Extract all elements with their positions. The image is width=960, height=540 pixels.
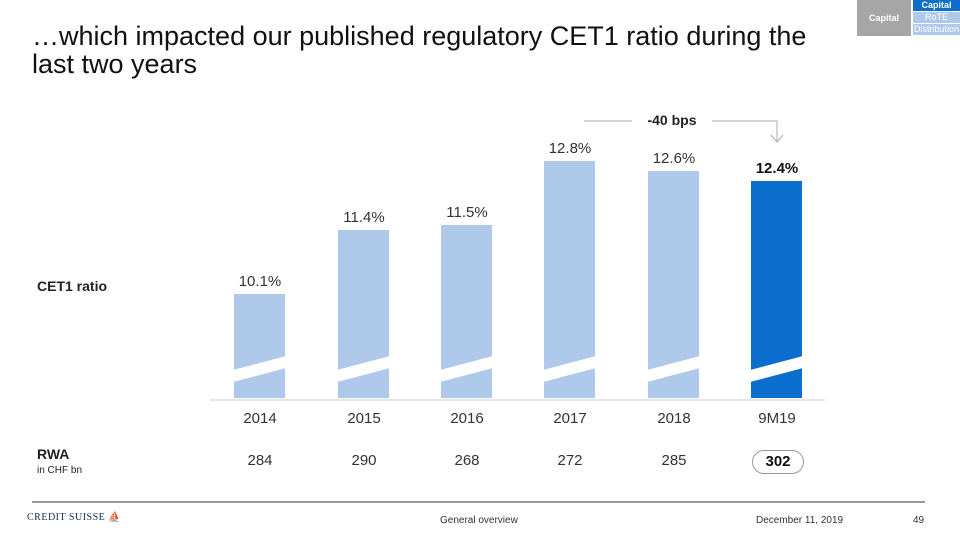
rwa-value: 290 [351, 452, 377, 469]
value-label: 10.1% [238, 273, 282, 291]
rwa-value: 302 [752, 450, 804, 474]
value-label: 12.8% [548, 140, 592, 157]
annotation-label: -40 bps [647, 112, 697, 128]
axis-break [233, 356, 286, 382]
year-label: 2015 [347, 410, 381, 427]
rwa-value: 272 [557, 452, 583, 469]
axis-break [337, 356, 390, 382]
rwa-value: 268 [454, 452, 480, 469]
value-label: 11.4% [343, 209, 385, 227]
value-label: 11.5% [446, 204, 488, 222]
year-label: 2016 [450, 410, 484, 427]
year-label: 2018 [657, 410, 691, 427]
bar-2014 [234, 294, 285, 398]
axis-break [750, 356, 803, 382]
nav-item-rote[interactable]: RoTE [913, 12, 960, 23]
year-label: 2014 [243, 410, 277, 427]
nav-item-capital[interactable]: Capital [913, 0, 960, 11]
nav-item-distribution[interactable]: Distribution [913, 24, 960, 35]
footer-section: General overview [440, 515, 518, 526]
footer-date: December 11, 2019 [756, 515, 844, 526]
cet1-label: CET1 ratio [37, 278, 108, 294]
annotation-line-right [712, 120, 778, 141]
arrow-down-icon [770, 134, 784, 143]
value-label: 12.4% [755, 159, 799, 177]
axis-break [647, 356, 700, 382]
sails-icon: ⛵ [105, 512, 122, 523]
page-number: 49 [913, 515, 925, 526]
value-label: 12.6% [652, 149, 696, 167]
bar-2017 [544, 161, 595, 398]
rwa-value: 285 [661, 452, 687, 469]
rwa-label: RWA [37, 446, 70, 462]
axis-break [543, 356, 596, 382]
credit-suisse-logo: CREDIT SUISSE ⛵ [27, 512, 122, 523]
year-label: 9M19 [758, 410, 796, 427]
rwa-value: 284 [247, 452, 273, 469]
axis-break [440, 356, 493, 382]
year-label: 2017 [553, 410, 587, 427]
nav-section: Capital [857, 0, 911, 36]
page-title: …which impacted our published regulatory… [32, 21, 807, 79]
rwa-unit: in CHF bn [37, 465, 83, 476]
